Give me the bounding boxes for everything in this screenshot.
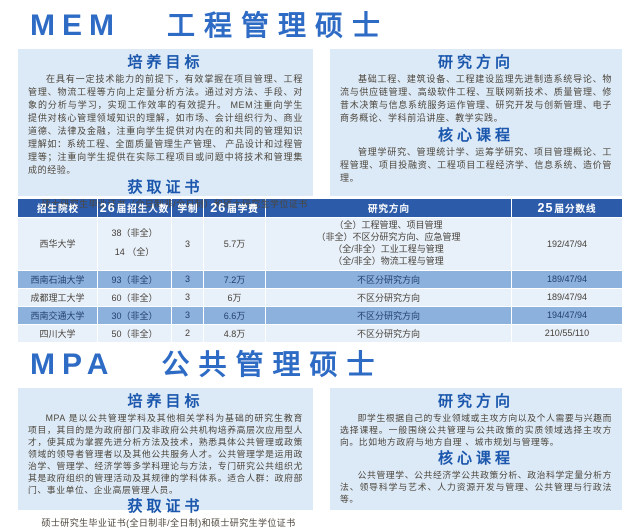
mpa-cert-heading: 获取证书 <box>127 498 204 516</box>
mem-section: MEM 工程管理硕士 培养目标 在具有一定技术能力的前提下，有效掌握在项目管理、… <box>0 10 640 343</box>
mpa-goal-heading: 培养目标 <box>127 392 204 410</box>
mpa-core-text: 公共管理学、公共经济学公共政策分析、政治科学定量分析方法、领导科学与艺术、人力资… <box>340 469 612 505</box>
col-header-duration: 学制 <box>172 199 204 218</box>
cell-school: 西华大学 <box>18 218 98 271</box>
cell-research: （全）工程管理、项目管理 （非全）不区分研究方向、应急管理 （全/非全）工业工程… <box>266 218 512 271</box>
cell-duration: 3 <box>172 218 204 271</box>
cell-school: 西南石油大学 <box>18 270 98 289</box>
cell-school: 四川大学 <box>18 324 98 343</box>
mpa-panels: 培养目标 MPA 是以公共管理学科及其他相关学科为基础的研究生教育项目，其目的是… <box>18 387 622 528</box>
admissions-table: 招生院校 26届招生人数 学制 26届学费 研究方向 25届分数线 西华大学 3… <box>18 199 622 343</box>
mpa-section: MPA 公共管理硕士 培养目标 MPA 是以公共管理学科及其他相关学科为基础的研… <box>0 347 640 528</box>
cell-tuition: 7.2万 <box>204 270 266 289</box>
mpa-research-panel: 研究方向 即学生根据自己的专业领域或主攻方向以及个人需要与兴趣而选择课程。一般围… <box>330 387 622 510</box>
mpa-goal-panel: 培养目标 MPA 是以公共管理学科及其他相关学科为基础的研究生教育项目，其目的是… <box>18 387 313 528</box>
cell-research: 不区分研究方向 <box>266 270 512 289</box>
mpa-research-text: 即学生根据自己的专业领域或主攻方向以及个人需要与兴趣而选择课程。一般围绕公共管理… <box>340 412 612 447</box>
mpa-code: MPA <box>30 347 116 381</box>
mem-cert-text: 硕士研究生毕业证书（全日制非/全日制）和硕士研究生学位证书 <box>41 199 308 210</box>
cell-research: 不区分研究方向 <box>266 288 512 307</box>
mpa-research-heading: 研究方向 <box>437 392 514 410</box>
cell-score: 189/47/94 <box>512 270 622 289</box>
cell-enrollment: 93（非全） <box>98 270 172 289</box>
table-row: 西华大学 38（非全） 14 （全） 3 5.7万 （全）工程管理、项目管理 （… <box>18 218 622 271</box>
cell-score: 189/47/94 <box>512 288 622 307</box>
cell-tuition: 6万 <box>204 288 266 307</box>
col-header-tuition: 26届学费 <box>204 199 266 218</box>
mem-name: 工程管理硕士 <box>167 10 390 41</box>
mpa-cert-text: 硕士研究生毕业证书(全日制非/全日制)和硕士研究生学位证书 <box>41 518 296 529</box>
cell-research: 不区分研究方向 <box>266 306 512 325</box>
mem-code: MEM <box>30 9 121 42</box>
mem-panels: 培养目标 在具有一定技术能力的前提下，有效掌握在项目管理、工程管理、物流工程等方… <box>18 49 622 209</box>
mem-core-text: 管理学研究、管理统计学、运筹学研究、项目管理概论、工程管理、项目投融资、工程项目… <box>340 147 612 184</box>
cell-tuition: 6.6万 <box>204 306 266 325</box>
mem-research-text: 基础工程、建筑设备、工程建设监理先进制造系统导论、物流与供应链管理、高级软件工程… <box>340 74 612 124</box>
cell-school: 成都理工大学 <box>18 288 98 307</box>
mem-goal-heading: 培养目标 <box>127 54 204 71</box>
mpa-core-heading: 核心课程 <box>437 449 514 467</box>
cell-duration: 3 <box>172 270 204 289</box>
cell-score: 210/55/110 <box>512 324 622 343</box>
table-row: 西南石油大学 93（非全） 3 7.2万 不区分研究方向 189/47/94 <box>18 270 622 289</box>
cell-duration: 3 <box>172 288 204 307</box>
mem-cert-heading: 获取证书 <box>127 179 204 197</box>
mem-title: MEM 工程管理硕士 <box>30 10 640 44</box>
table-row: 四川大学 50（非全） 2 4.8万 不区分研究方向 210/55/110 <box>18 324 622 343</box>
cell-enrollment: 38（非全） 14 （全） <box>98 218 172 271</box>
col-header-score: 25届分数线 <box>512 199 622 218</box>
mpa-name: 公共管理硕士 <box>161 348 384 380</box>
mem-core-heading: 核心课程 <box>437 127 514 145</box>
cell-tuition: 5.7万 <box>204 218 266 271</box>
cell-enrollment: 50（非全） <box>98 324 172 343</box>
cell-enrollment: 30（非全） <box>98 306 172 325</box>
cell-score: 192/47/94 <box>512 218 622 271</box>
mem-research-panel: 研究方向 基础工程、建筑设备、工程建设监理先进制造系统导论、物流与供应链管理、高… <box>330 49 622 196</box>
cell-enrollment: 60（非全） <box>98 288 172 307</box>
cell-tuition: 4.8万 <box>204 324 266 343</box>
col-header-school: 招生院校 <box>18 199 98 218</box>
col-header-enrollment: 26届招生人数 <box>98 199 172 218</box>
table-row: 成都理工大学 60（非全） 3 6万 不区分研究方向 189/47/94 <box>18 288 622 307</box>
cell-research: 不区分研究方向 <box>266 324 512 343</box>
cell-duration: 2 <box>172 324 204 343</box>
mpa-title: MPA 公共管理硕士 <box>30 347 640 383</box>
mem-research-heading: 研究方向 <box>437 54 514 71</box>
col-header-research: 研究方向 <box>266 199 512 218</box>
mem-goal-text: 在具有一定技术能力的前提下，有效掌握在项目管理、工程管理、物流工程等方向上定量分… <box>28 74 303 176</box>
table-row: 西南交通大学 30（非全） 3 6.6万 不区分研究方向 194/47/94 <box>18 306 622 325</box>
cell-score: 194/47/94 <box>512 306 622 325</box>
mem-goal-panel: 培养目标 在具有一定技术能力的前提下，有效掌握在项目管理、工程管理、物流工程等方… <box>18 49 313 209</box>
flyer-page: MEM 工程管理硕士 培养目标 在具有一定技术能力的前提下，有效掌握在项目管理、… <box>0 9 640 529</box>
admissions-table-header-row: 招生院校 26届招生人数 学制 26届学费 研究方向 25届分数线 <box>18 199 622 218</box>
cell-school: 西南交通大学 <box>18 306 98 325</box>
mpa-goal-text: MPA 是以公共管理学科及其他相关学科为基础的研究生教育项目，其目的是为政府部门… <box>28 412 303 496</box>
cell-duration: 3 <box>172 306 204 325</box>
